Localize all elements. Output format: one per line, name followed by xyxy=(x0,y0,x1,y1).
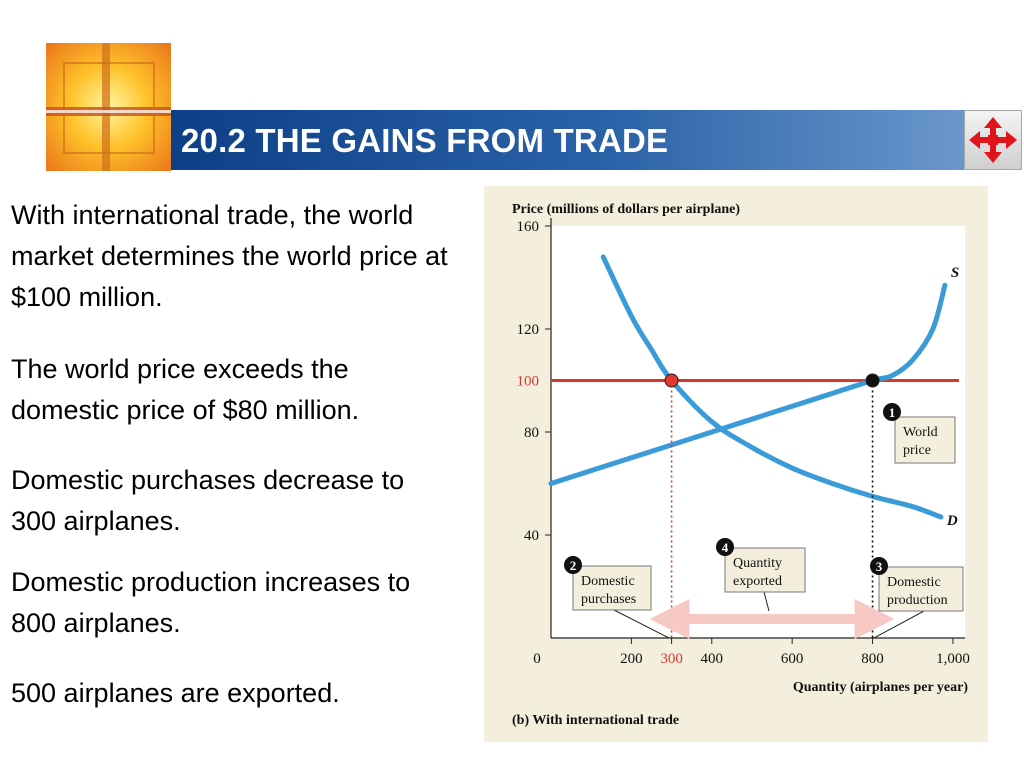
callout-text: purchases xyxy=(581,592,636,607)
y-tick-label-world-price: 100 xyxy=(517,374,540,390)
curve-d xyxy=(600,254,944,520)
curve-label-d: D xyxy=(946,513,958,529)
cross-window-logo-icon xyxy=(46,43,171,171)
callout-leader xyxy=(873,610,925,639)
curve-label-s: S xyxy=(951,265,959,281)
callout-number-badge xyxy=(870,557,888,575)
slide-title: 20.2 THE GAINS FROM TRADE xyxy=(181,122,669,159)
bullet-domestic-production: Domestic production increases to 800 air… xyxy=(11,567,411,638)
curve-s xyxy=(548,282,948,486)
y-tick-label: 80 xyxy=(524,425,539,441)
annotation-4: 4 Quantity exported xyxy=(716,538,806,612)
callout-box xyxy=(894,416,956,464)
x-tick-label: 600 xyxy=(781,651,804,667)
annotation-3: 3 Domestic production xyxy=(870,557,964,639)
callout-number: 4 xyxy=(722,540,729,555)
callout-leader xyxy=(613,609,670,639)
bullet-exports: 500 airplanes are exported. xyxy=(11,678,340,708)
navigation-button[interactable] xyxy=(964,110,1022,170)
title-bar: 20.2 THE GAINS FROM TRADE xyxy=(171,110,964,170)
callout-number: 3 xyxy=(876,559,883,574)
callout-text: Domestic xyxy=(887,575,941,590)
callout-box xyxy=(572,565,652,611)
callout-text: World xyxy=(903,425,938,440)
callout-number-badge xyxy=(883,403,901,421)
chart-panel: 1 World price 2 Domestic purchases 3 Domestic pr… xyxy=(484,186,988,742)
callout-text: production xyxy=(887,593,948,608)
callout-text: exported xyxy=(733,574,782,589)
y-axis-title: Price (millions of dollars per airplane) xyxy=(512,202,740,217)
callout-text: price xyxy=(903,443,931,458)
callout-leader xyxy=(763,591,770,612)
equilibrium-point xyxy=(664,373,679,388)
callout-box xyxy=(878,566,964,612)
y-tick-label: 120 xyxy=(517,322,540,338)
callout-box xyxy=(724,547,806,593)
equilibrium-point xyxy=(865,373,880,388)
bullet-world-price: With international trade, the world mark… xyxy=(11,200,448,312)
four-way-arrow-icon xyxy=(969,117,1017,163)
bullet-domestic-purchases: Domestic purchases decrease to 300 airpl… xyxy=(11,465,405,536)
x-tick-label: 400 xyxy=(701,651,724,667)
callout-text: Quantity xyxy=(733,556,782,571)
y-tick-label: 160 xyxy=(517,219,540,235)
chart-caption: (b) With international trade xyxy=(512,713,679,728)
callout-number-badge xyxy=(716,538,734,556)
y-tick-label: 40 xyxy=(524,528,539,544)
x-tick-label: 1,000 xyxy=(936,651,970,667)
callout-text: Domestic xyxy=(581,574,635,589)
callout-number-badge xyxy=(564,556,582,574)
annotation-2: 2 Domestic purchases xyxy=(564,556,670,639)
annotation-1: 1 World price xyxy=(883,403,956,464)
x-tick-label: 800 xyxy=(861,651,884,667)
chart: 1 World price 2 Domestic purchases 3 Domestic pr… xyxy=(512,202,970,728)
x-axis-title: Quantity (airplanes per year) xyxy=(793,680,968,695)
callout-number: 2 xyxy=(570,558,577,573)
origin-label: 0 xyxy=(533,651,541,667)
callout-number: 1 xyxy=(889,405,896,420)
x-tick-label-highlight: 300 xyxy=(660,651,683,667)
bullet-price-comparison: The world price exceeds the domestic pri… xyxy=(11,354,360,425)
x-tick-label: 200 xyxy=(620,651,643,667)
